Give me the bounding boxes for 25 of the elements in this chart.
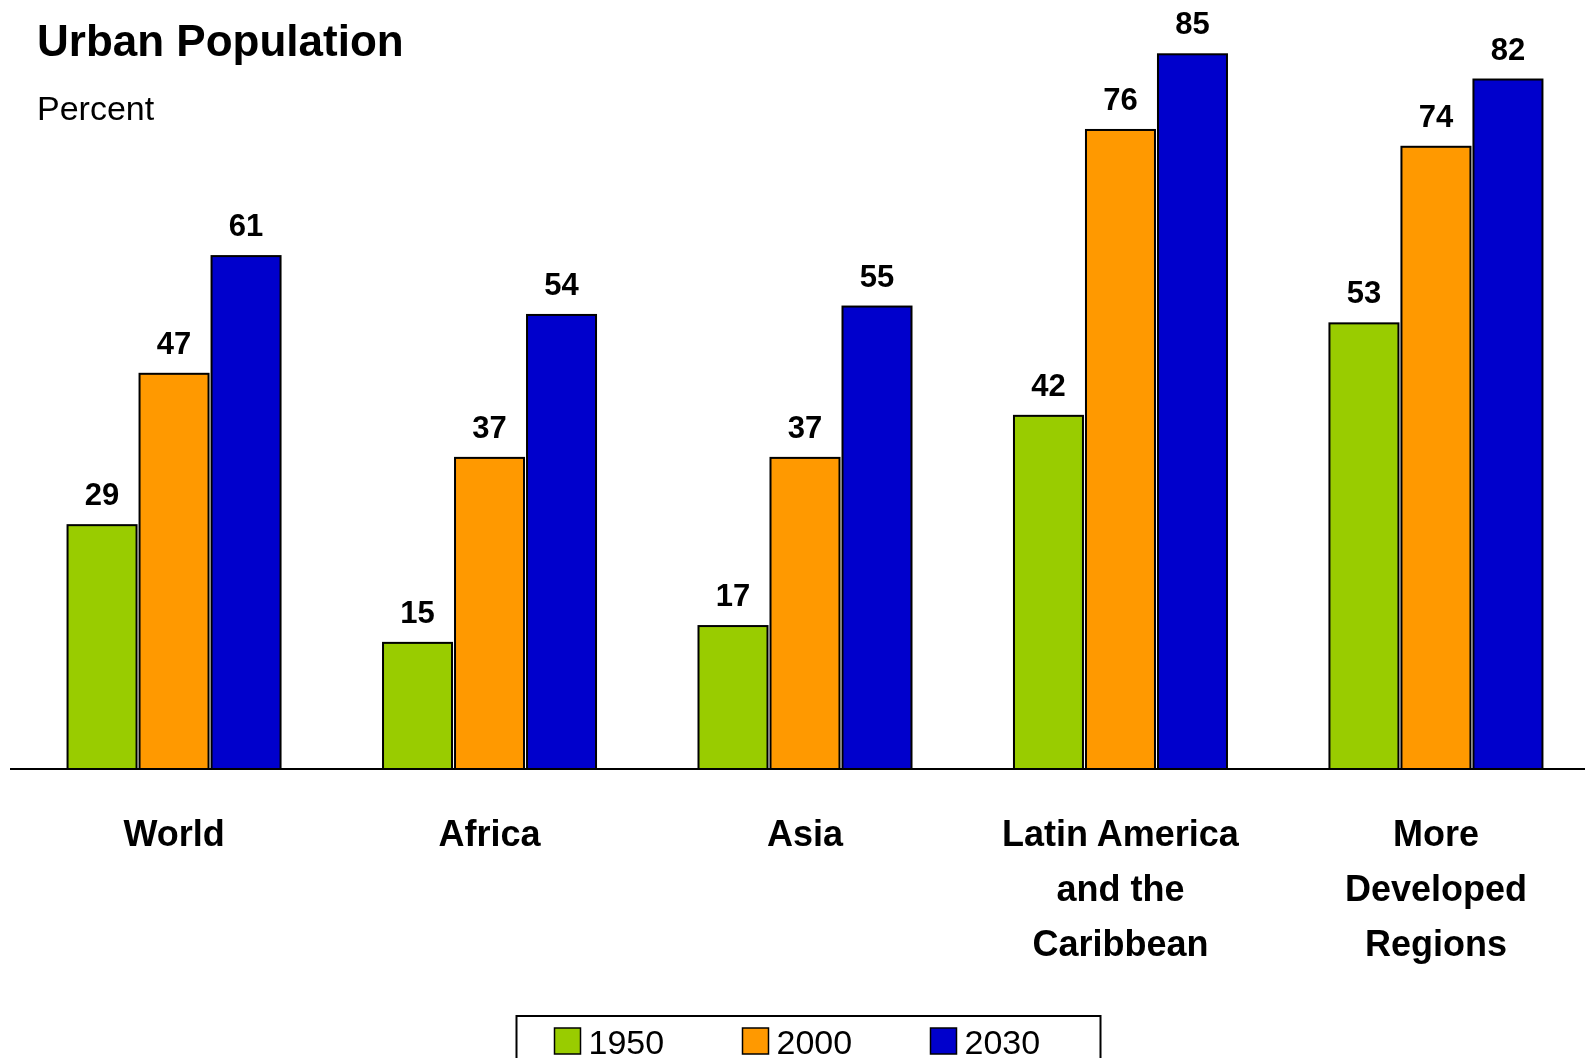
text: Percent [37, 89, 155, 127]
data-label: 29 [84, 477, 120, 513]
data-label: 82 [1490, 31, 1526, 67]
data-label: 42 [1031, 367, 1066, 403]
data-label: 17 [715, 578, 751, 614]
data-label: 74 [1418, 98, 1454, 134]
x-tick-label: Africa [438, 813, 542, 854]
x-tick-label: Latin America and the Caribbean [1002, 813, 1240, 964]
data-label: 37 [472, 409, 507, 445]
data-label: 76 [1103, 81, 1138, 117]
data-label: 54 [544, 266, 580, 302]
chart-title: Urban Population [37, 16, 404, 65]
x-tick-label: Asia [766, 813, 844, 854]
x-tick-label: World [123, 813, 225, 854]
legend-label: 2000 [776, 1023, 853, 1058]
data-label: 61 [228, 208, 264, 244]
data-label: 15 [400, 594, 435, 630]
legend-label: 2030 [964, 1023, 1041, 1058]
data-label: 53 [1346, 275, 1382, 311]
x-tick-label: More Developed Regions [1344, 813, 1527, 964]
data-label: 85 [1175, 6, 1210, 42]
data-label: 55 [859, 258, 895, 294]
data-label: 47 [156, 325, 192, 361]
data-label: 37 [787, 409, 823, 445]
legend-label: 1950 [588, 1023, 665, 1058]
